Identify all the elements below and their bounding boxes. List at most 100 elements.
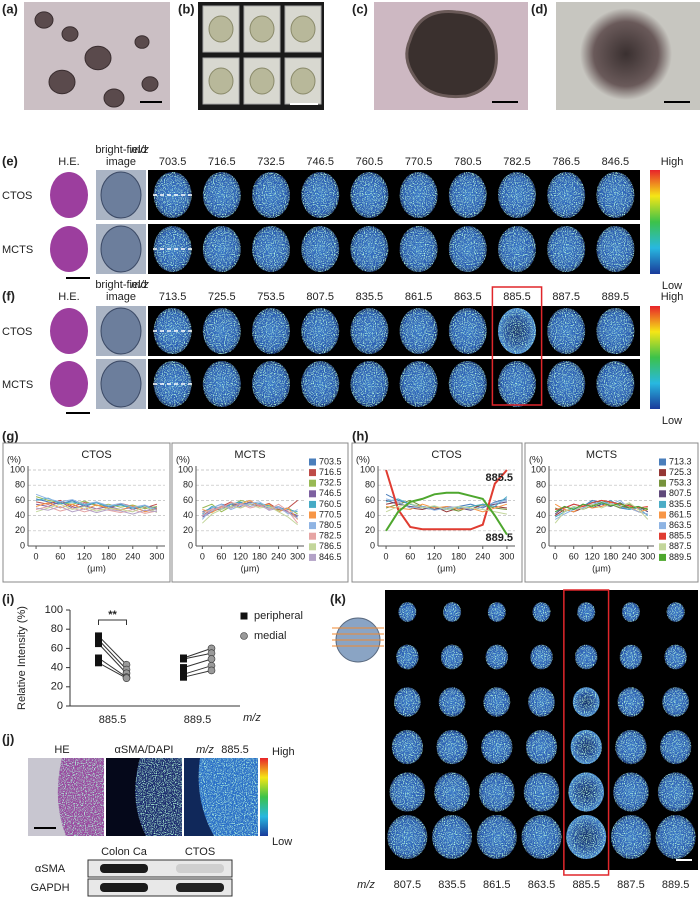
x-tick-label: 180 xyxy=(252,551,267,561)
legend-label: 780.5 xyxy=(319,520,342,530)
series-line xyxy=(385,469,508,531)
msi-section xyxy=(387,815,428,859)
organoid xyxy=(249,67,275,95)
annotation: 889.5 xyxy=(485,532,513,544)
row-label: MCTS xyxy=(2,379,33,391)
series-line xyxy=(35,505,158,514)
x-axis-label: m/z xyxy=(243,712,261,724)
marker-square xyxy=(180,655,187,663)
msi-image xyxy=(252,308,290,354)
legend-swatch xyxy=(659,500,666,508)
x-tick-label: 120 xyxy=(585,551,600,561)
marker-square xyxy=(95,654,102,662)
chart-frame xyxy=(351,442,523,583)
x-tick-label: 0 xyxy=(384,551,389,561)
y-tick-label: 100 xyxy=(531,464,546,474)
row-label: MCTS xyxy=(2,244,33,256)
msi-image xyxy=(448,308,487,354)
y-axis-label: (%) xyxy=(529,454,543,464)
chart-title: MCTS xyxy=(586,449,617,461)
msi-section xyxy=(487,602,506,622)
series-line xyxy=(202,502,299,524)
y-tick-label: 0 xyxy=(541,540,546,550)
legend-label: 846.5 xyxy=(319,552,342,562)
y-tick-label: 80 xyxy=(365,480,375,490)
blot-column: Colon Ca xyxy=(101,846,148,858)
y-tick-label: 40 xyxy=(183,510,193,520)
y-tick-label: 100 xyxy=(178,464,193,474)
legend-label: 770.5 xyxy=(319,509,342,519)
msi-image xyxy=(448,226,487,272)
legend-swatch xyxy=(659,543,666,551)
legend-label: 782.5 xyxy=(319,531,342,541)
msi-section xyxy=(532,602,551,622)
mass-label: 861.5 xyxy=(483,879,511,891)
legend-label: 716.5 xyxy=(319,467,342,477)
msi-image xyxy=(498,172,536,218)
msi-image xyxy=(547,226,586,272)
series-line xyxy=(554,502,648,513)
mass-label: 889.5 xyxy=(662,879,690,891)
msi-section xyxy=(577,602,596,622)
marker-square xyxy=(95,636,102,644)
mass-label: 889.5 xyxy=(602,291,630,303)
legend-label: 760.5 xyxy=(319,499,342,509)
column-header: image xyxy=(106,156,136,168)
pair-line xyxy=(98,639,127,670)
msi-section xyxy=(398,602,417,622)
y-tick-label: 0 xyxy=(57,700,63,712)
msi-image xyxy=(596,361,635,407)
msi-image xyxy=(498,308,536,354)
spheroid xyxy=(580,8,672,100)
chart-title: CTOS xyxy=(431,449,461,461)
msi-image xyxy=(498,361,536,407)
x-tick-label: 300 xyxy=(149,551,164,561)
mass-label: 725.5 xyxy=(208,291,236,303)
legend-label: 753.3 xyxy=(669,478,692,488)
spheroid xyxy=(103,88,125,108)
msi-image xyxy=(350,361,389,407)
series-line xyxy=(202,503,298,526)
msi-section xyxy=(528,687,555,717)
bright-field-organoid xyxy=(100,360,142,408)
y-tick-label: 80 xyxy=(15,480,25,490)
msi-section xyxy=(436,729,468,765)
legend-label: 861.5 xyxy=(669,509,692,519)
msi-section xyxy=(443,602,462,622)
legend-label: medial xyxy=(254,630,286,642)
he-image xyxy=(50,172,88,218)
msi-image xyxy=(153,361,192,407)
msi-section xyxy=(610,815,651,859)
msi-section xyxy=(396,644,419,670)
msi-image xyxy=(301,361,340,407)
pair-line xyxy=(98,635,127,666)
bright-field-organoid xyxy=(100,225,142,273)
x-tick-label: 0 xyxy=(34,551,39,561)
mass-label: 782.5 xyxy=(503,156,531,168)
panel-label: (e) xyxy=(2,153,18,168)
msi-section xyxy=(440,644,464,670)
blot-band xyxy=(100,883,148,892)
legend-marker xyxy=(240,612,248,620)
spheroid xyxy=(61,26,79,42)
legend-swatch xyxy=(309,532,316,540)
x-tick-label: 60 xyxy=(405,551,415,561)
msi-section xyxy=(570,729,602,765)
mz-label: m/z xyxy=(357,879,375,891)
msi-section xyxy=(566,815,607,859)
msi-image xyxy=(153,308,192,354)
legend-label: 885.5 xyxy=(669,531,692,541)
msi-section xyxy=(525,729,558,765)
colorbar xyxy=(650,306,660,409)
msi-section xyxy=(664,644,687,670)
panel-label: (d) xyxy=(531,1,548,16)
msi-image xyxy=(202,308,241,354)
scale-high: High xyxy=(272,746,295,758)
annotation: 885.5 xyxy=(485,472,513,484)
spheroid xyxy=(34,11,54,29)
column-header: bright-field xyxy=(95,144,146,156)
mass-label: 835.5 xyxy=(356,291,384,303)
column-header: HE xyxy=(54,744,69,756)
scale-low: Low xyxy=(662,280,682,292)
msi-section xyxy=(613,772,649,812)
